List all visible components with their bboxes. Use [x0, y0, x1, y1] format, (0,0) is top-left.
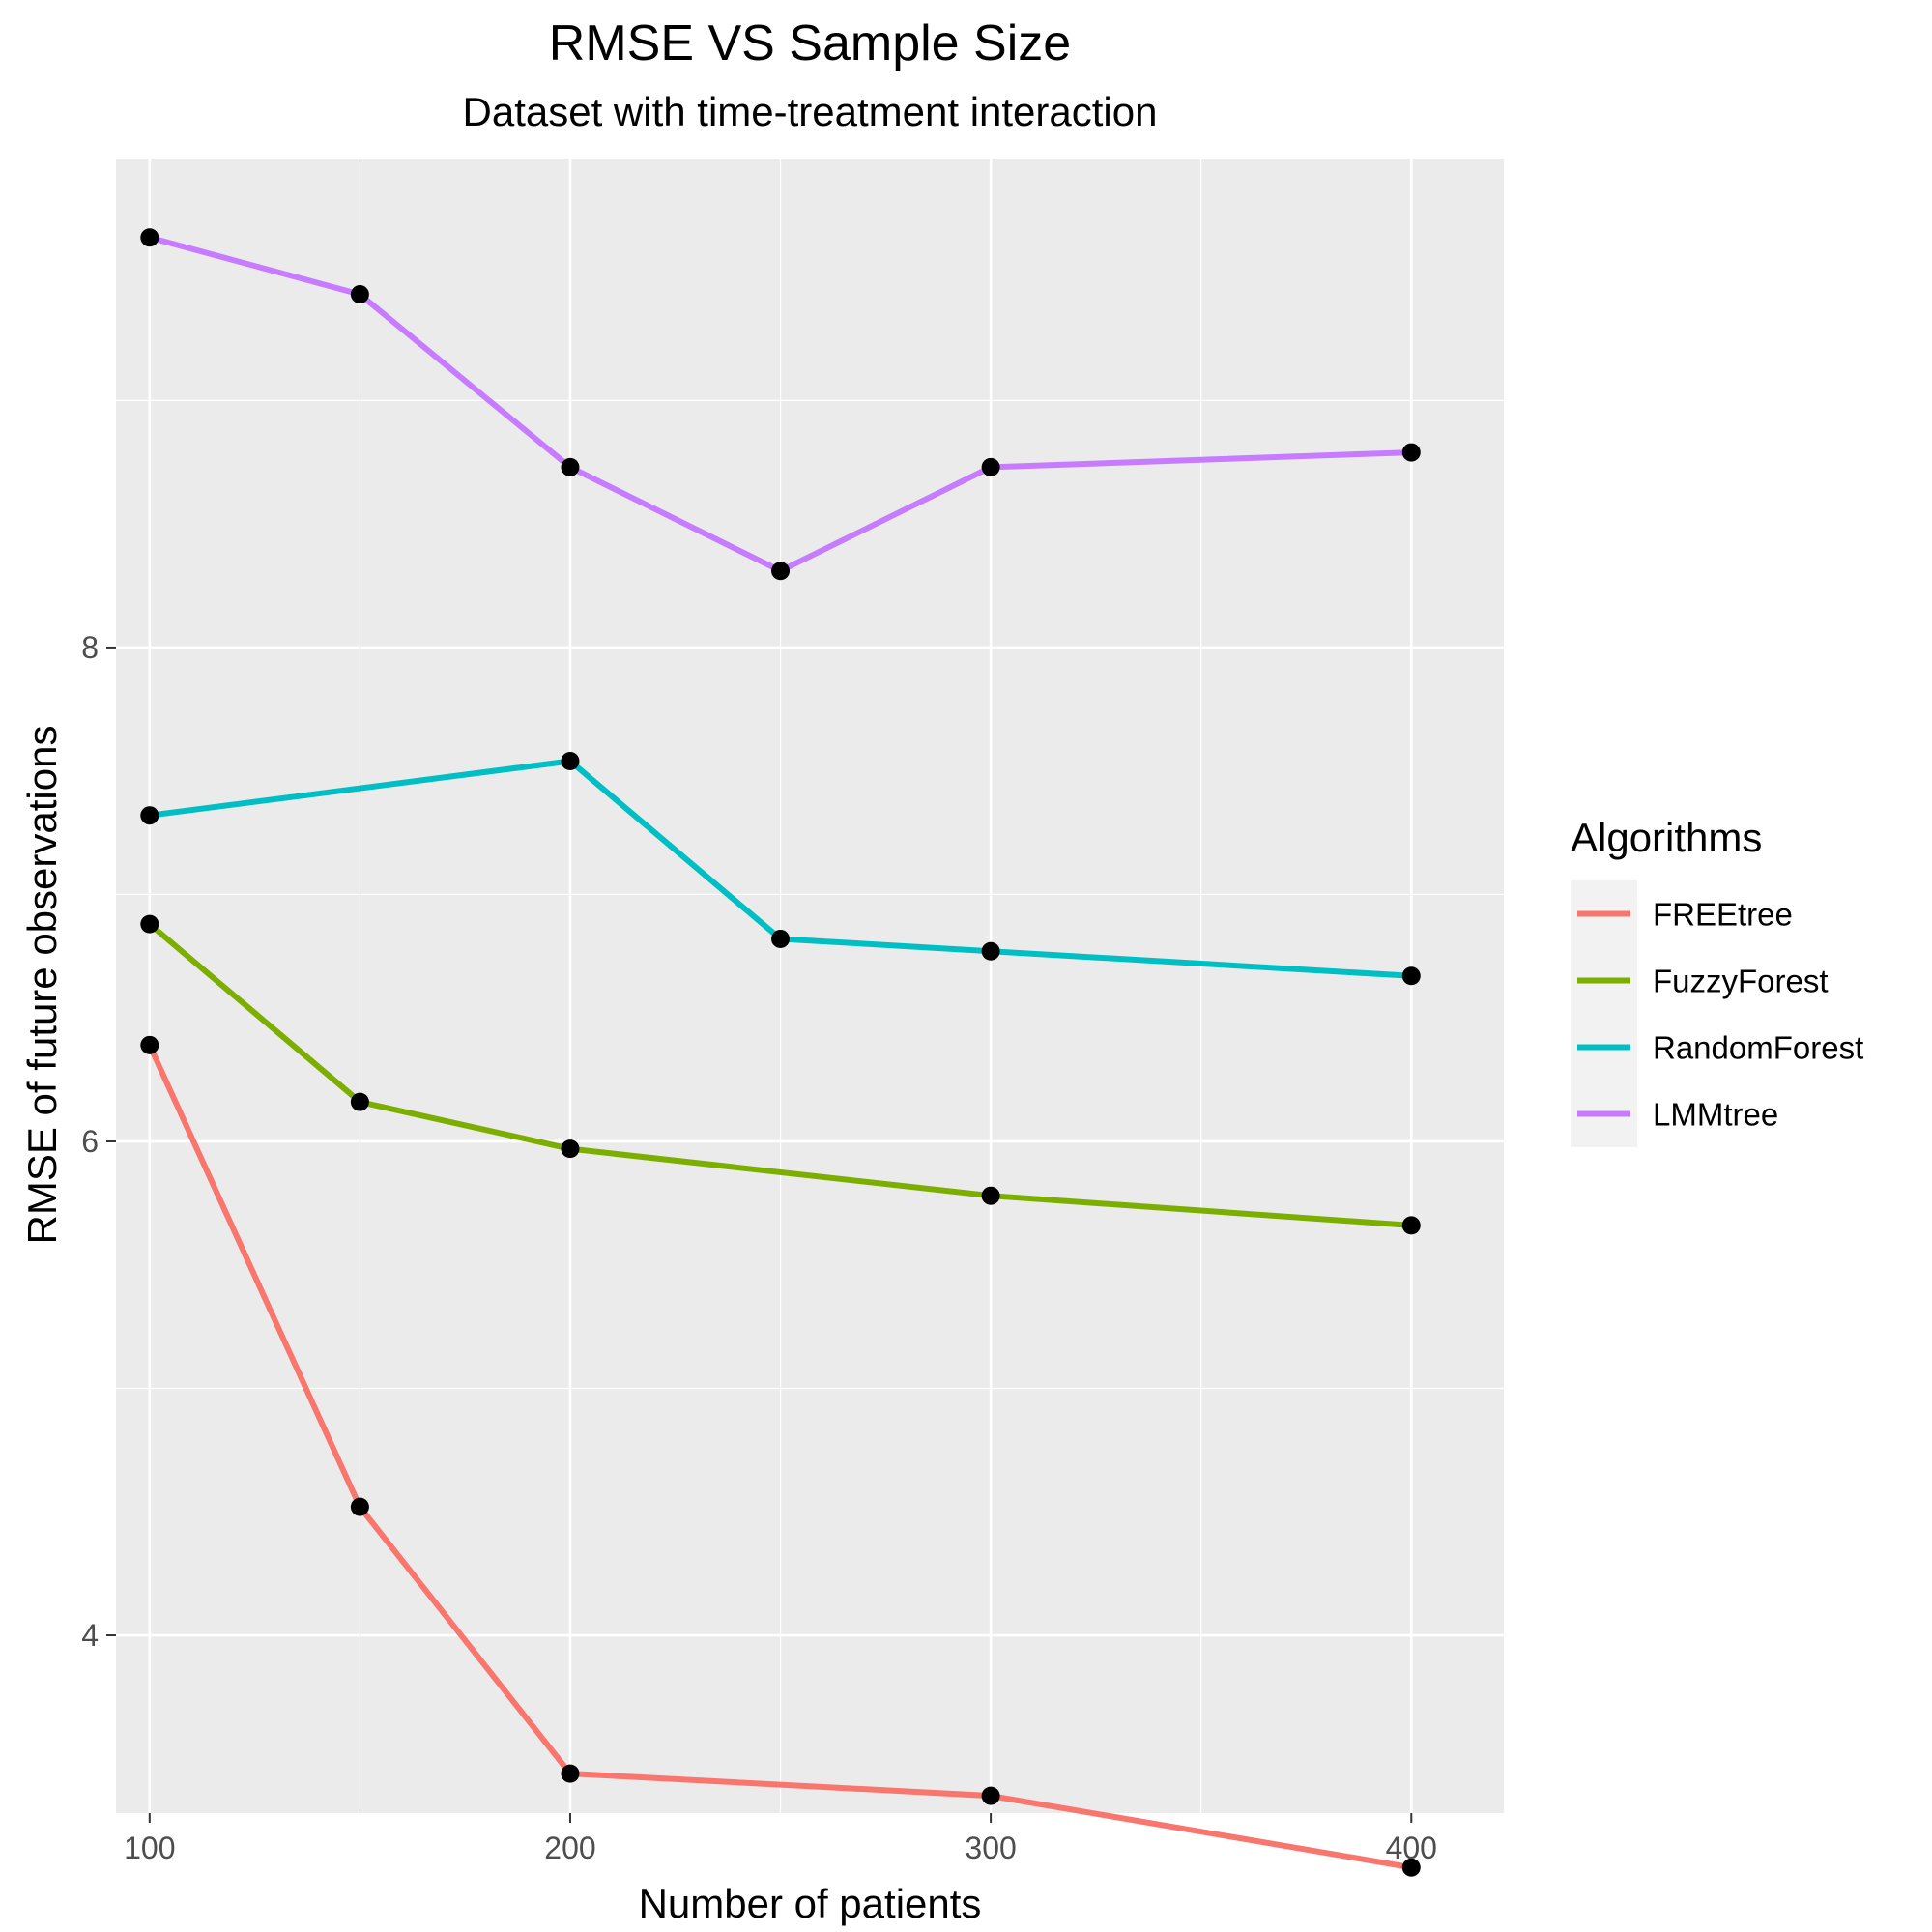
legend-label-freetree: FREEtree — [1653, 897, 1793, 933]
grid-lines — [116, 159, 1504, 1813]
data-point-randomforest — [981, 941, 1000, 961]
data-point-lmmtree — [140, 228, 159, 247]
data-point-fuzzyforest — [981, 1186, 1000, 1205]
legend-label-lmmtree: LMMtree — [1653, 1097, 1778, 1133]
chart-subtitle: Dataset with time-treatment interaction — [463, 89, 1158, 134]
y-tick-label: 6 — [81, 1124, 99, 1159]
x-tick-label: 300 — [965, 1831, 1016, 1865]
x-tick-label: 200 — [544, 1831, 595, 1865]
x-tick-label: 400 — [1386, 1831, 1437, 1865]
data-point-freetree — [981, 1786, 1000, 1805]
y-tick-label: 8 — [81, 630, 99, 665]
data-point-fuzzyforest — [1401, 1216, 1421, 1235]
x-tick-label: 100 — [124, 1831, 175, 1865]
data-point-randomforest — [140, 806, 159, 825]
plot-panel — [116, 159, 1504, 1813]
data-point-lmmtree — [981, 457, 1000, 476]
data-point-randomforest — [1401, 966, 1421, 986]
axis-ticks — [106, 646, 1413, 1823]
x-tick-labels: 100 200 300 400 — [124, 1831, 1437, 1865]
legend: Algorithms FREEtree FuzzyForest RandomFore… — [1571, 815, 1863, 1147]
data-point-lmmtree — [350, 285, 369, 304]
data-point-fuzzyforest — [140, 914, 159, 934]
data-point-freetree — [350, 1497, 369, 1516]
data-point-freetree — [140, 1035, 159, 1054]
legend-label-fuzzyforest: FuzzyForest — [1653, 964, 1829, 999]
series-line-lmmtree — [149, 234, 1412, 574]
y-tick-label: 4 — [81, 1618, 99, 1653]
data-point-freetree — [561, 1764, 580, 1783]
x-axis-label: Number of patients — [639, 1881, 982, 1926]
data-point-fuzzyforest — [350, 1092, 369, 1111]
series-points — [140, 228, 1421, 1877]
y-axis-label: RMSE of future observations — [19, 726, 65, 1245]
legend-title: Algorithms — [1571, 815, 1762, 860]
legend-label-randomforest: RandomForest — [1653, 1030, 1863, 1066]
legend-items: FREEtree FuzzyForest RandomForest LMMtree — [1571, 880, 1863, 1147]
data-point-randomforest — [561, 751, 580, 770]
data-point-freetree — [1401, 1858, 1421, 1877]
chart-title: RMSE VS Sample Size — [549, 15, 1071, 72]
data-point-fuzzyforest — [561, 1139, 580, 1159]
data-point-lmmtree — [771, 562, 791, 581]
y-tick-labels: 4 6 8 — [81, 630, 99, 1653]
data-point-randomforest — [771, 929, 791, 948]
data-point-lmmtree — [1401, 443, 1421, 462]
data-point-lmmtree — [561, 457, 580, 476]
